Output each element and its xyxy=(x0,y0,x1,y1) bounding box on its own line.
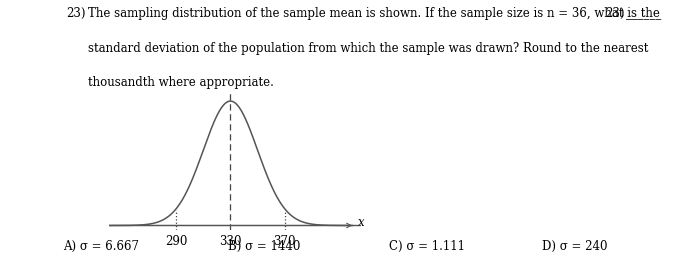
Text: The sampling distribution of the sample mean is shown. If the sample size is n =: The sampling distribution of the sample … xyxy=(88,7,659,20)
Text: ______: ______ xyxy=(626,7,662,20)
Text: D) σ = 240: D) σ = 240 xyxy=(542,240,608,253)
Text: thousandth where appropriate.: thousandth where appropriate. xyxy=(88,76,274,90)
Text: 23): 23) xyxy=(66,7,86,20)
Text: B) σ = 1440: B) σ = 1440 xyxy=(228,240,300,253)
Text: x: x xyxy=(358,216,365,229)
Text: 23): 23) xyxy=(606,7,625,20)
Text: C) σ = 1.111: C) σ = 1.111 xyxy=(389,240,465,253)
Text: A) σ = 6.667: A) σ = 6.667 xyxy=(63,240,139,253)
Text: standard deviation of the population from which the sample was drawn? Round to t: standard deviation of the population fro… xyxy=(88,42,648,55)
